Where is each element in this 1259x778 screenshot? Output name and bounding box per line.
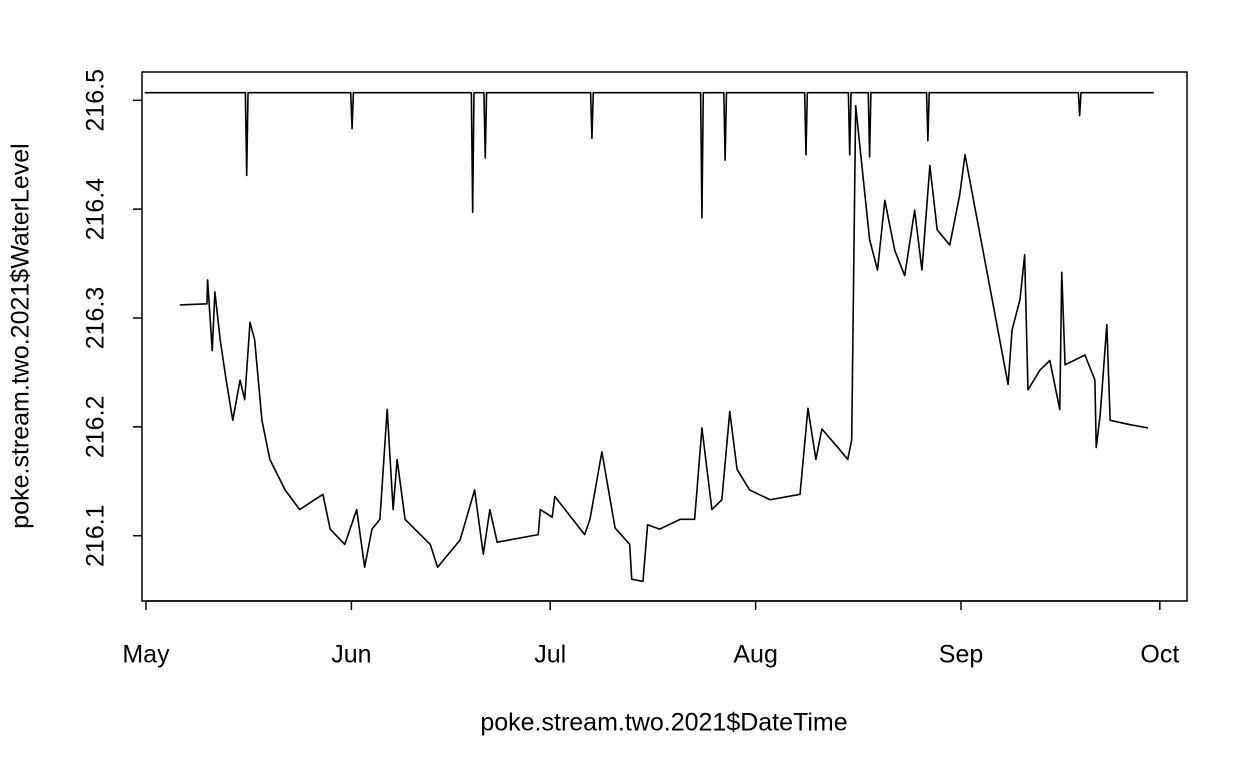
x-tick-label: Aug	[733, 641, 777, 669]
y-tick-label: 216.5	[82, 69, 110, 132]
x-tick-label: May	[122, 641, 170, 669]
y-tick-label: 216.1	[82, 504, 110, 567]
y-tick-label: 216.4	[82, 178, 110, 241]
plot-frame	[141, 71, 1188, 602]
x-tick-label: Jul	[534, 641, 566, 669]
x-tick-label: Jun	[331, 641, 371, 669]
x-axis-title: poke.stream.two.2021$DateTime	[480, 709, 847, 737]
y-tick-label: 216.3	[82, 287, 110, 350]
data-line	[179, 104, 1149, 583]
y-axis-title: poke.stream.two.2021$WaterLevel	[7, 143, 35, 528]
x-tick-label: Sep	[939, 641, 983, 669]
y-tick-label: 216.2	[82, 396, 110, 459]
data-line	[144, 91, 1154, 219]
x-tick-label: Oct	[1140, 641, 1179, 669]
